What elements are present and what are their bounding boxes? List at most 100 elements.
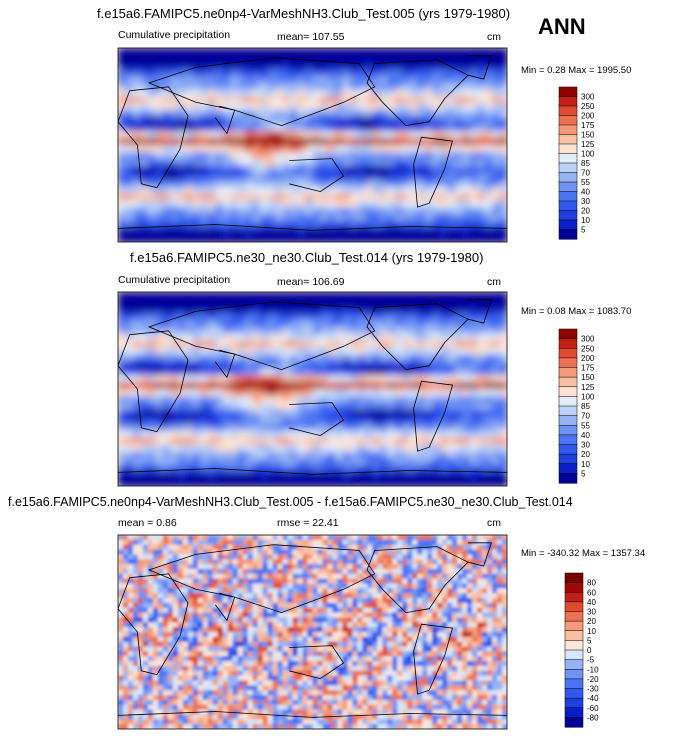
map-cell <box>297 165 306 174</box>
map-cell <box>132 402 142 411</box>
map-cell <box>162 186 172 195</box>
map-cell <box>364 75 374 84</box>
map-cell <box>282 646 289 653</box>
map-cell <box>394 96 404 105</box>
map-cell <box>342 96 351 105</box>
map-cell <box>152 612 159 619</box>
map-cell <box>297 124 306 132</box>
map-cell <box>297 207 306 216</box>
map-cell <box>377 641 384 648</box>
map-cell <box>237 298 246 307</box>
map-cell <box>387 612 394 619</box>
map-cell <box>302 544 309 551</box>
map-cell <box>469 361 478 370</box>
map-cell <box>192 110 202 119</box>
map-cell <box>162 200 172 209</box>
map-cell <box>382 539 389 546</box>
map-cell <box>472 583 478 590</box>
map-cell <box>342 193 351 202</box>
map-cell <box>245 200 254 209</box>
map-cell <box>427 544 433 551</box>
map-cell <box>147 395 157 404</box>
map-cell <box>212 598 219 604</box>
map-cell <box>215 96 224 105</box>
map-cell <box>502 641 507 648</box>
map-cell <box>207 402 217 411</box>
map-cell <box>207 151 217 160</box>
map-cell <box>454 221 463 229</box>
map-cell <box>140 193 149 202</box>
map-cell <box>232 646 239 653</box>
map-cell <box>417 361 426 370</box>
map-cell <box>142 593 149 599</box>
map-cell <box>242 544 249 551</box>
map-cell <box>230 319 239 328</box>
map-cell <box>260 361 269 370</box>
map-cell <box>327 549 334 556</box>
map-cell <box>477 627 483 633</box>
map-cell <box>342 588 349 594</box>
map-cell <box>237 651 244 658</box>
map-cell <box>297 465 306 473</box>
map-cell <box>467 612 473 619</box>
map-cell <box>215 82 224 91</box>
map-cell <box>122 598 129 604</box>
map-cell <box>185 186 194 195</box>
map-cell <box>287 573 294 580</box>
map-cell <box>372 82 381 91</box>
map-cell <box>417 632 424 638</box>
map-cell <box>502 607 507 614</box>
map-cell <box>305 110 314 119</box>
map-cell <box>282 319 291 328</box>
map-cell <box>364 395 374 404</box>
map-cell <box>377 636 384 643</box>
map-cell <box>379 395 389 404</box>
map-cell <box>392 559 399 565</box>
map-cell <box>382 602 389 609</box>
map-cell <box>147 602 154 609</box>
map-cell <box>207 117 217 126</box>
map-cell <box>222 564 229 570</box>
map-cell <box>222 479 232 486</box>
map-cell <box>402 568 409 575</box>
map-cell <box>394 75 404 84</box>
map-cell <box>272 583 279 590</box>
map-cell <box>357 382 366 390</box>
map-cell <box>469 389 478 397</box>
map-cell <box>212 651 219 658</box>
map-cell <box>197 559 204 565</box>
map-cell <box>252 298 261 307</box>
map-cell <box>412 622 419 628</box>
map-cell <box>319 151 329 160</box>
map-cell <box>162 564 169 570</box>
map-cell <box>447 354 456 363</box>
map-cell <box>379 368 389 376</box>
map-cell <box>170 409 179 418</box>
map-cell <box>382 612 389 619</box>
map-cell <box>497 564 503 570</box>
map-cell <box>222 193 232 202</box>
map-cell <box>447 646 453 653</box>
map-cell <box>212 535 219 541</box>
map-cell <box>207 539 214 546</box>
map-cell <box>492 559 498 565</box>
map-cell <box>487 598 493 604</box>
map-cell <box>230 305 239 314</box>
map-cell <box>492 535 498 541</box>
map-cell <box>347 578 354 585</box>
map-cell <box>352 646 359 653</box>
map-cell <box>372 593 379 599</box>
map-cell <box>307 612 314 619</box>
map-cell <box>337 636 344 643</box>
map-cell <box>492 298 501 307</box>
map-cell <box>439 354 448 363</box>
map-cell <box>307 636 314 643</box>
map-cell <box>277 544 284 551</box>
map-cell <box>292 549 299 556</box>
map-cell <box>152 622 159 628</box>
map-cell <box>267 607 274 614</box>
map-cell <box>347 607 354 614</box>
map-cell <box>457 554 463 561</box>
map-cell <box>207 646 214 653</box>
map-cell <box>342 578 349 585</box>
